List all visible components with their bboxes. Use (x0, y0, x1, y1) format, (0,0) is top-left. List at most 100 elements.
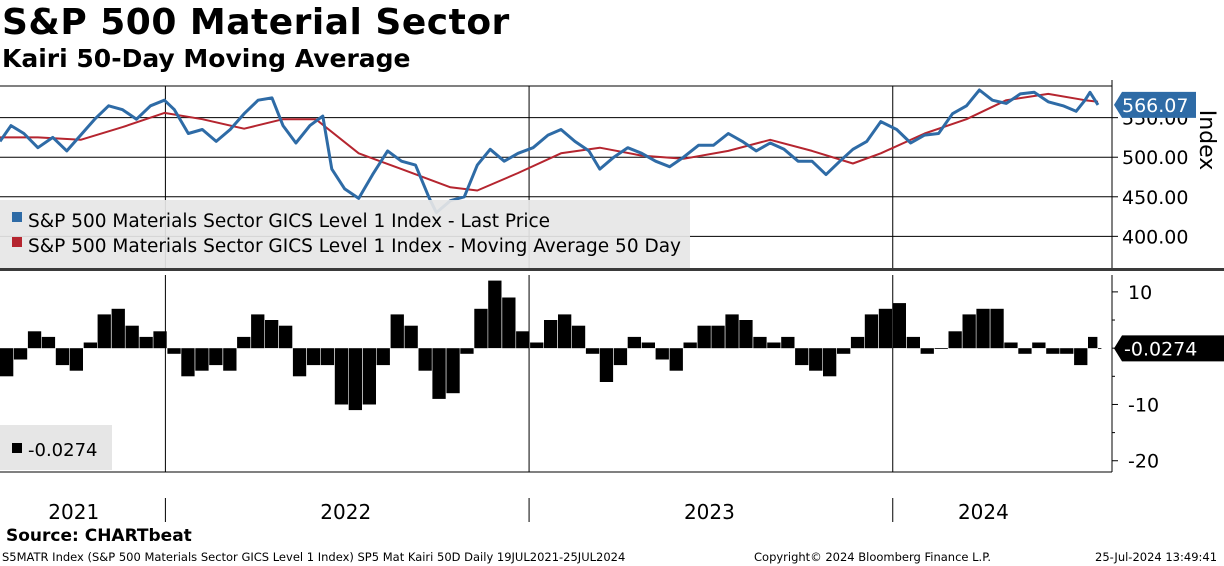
lower-legend-entry: -0.0274 (28, 440, 97, 461)
x-year-label: 2023 (684, 500, 735, 524)
kairi-bar (558, 314, 572, 349)
kairi-bar (683, 342, 697, 349)
kairi-bar (153, 331, 167, 349)
kairi-bar (823, 348, 837, 377)
kairi-bar (892, 303, 906, 349)
kairi-bar (362, 348, 376, 405)
kairi-bar (948, 331, 962, 349)
kairi-bar (990, 308, 1004, 349)
upper-y-axis-title: Index (1194, 110, 1219, 171)
kairi-bar (320, 348, 335, 366)
kairi-bar (223, 348, 237, 371)
kairi-bar (55, 348, 70, 366)
kairi-bar (795, 348, 809, 366)
kairi-bar (571, 325, 586, 349)
kairi-bar (1032, 342, 1046, 349)
lower-y-tick-label: -20 (1128, 451, 1159, 473)
kairi-bar (809, 348, 823, 371)
kairi-bar (739, 320, 753, 349)
kairi-bar (181, 348, 195, 377)
kairi-bar (237, 336, 251, 349)
kairi-bar (934, 348, 948, 349)
kairi-bar (167, 348, 181, 354)
kairi-bar (306, 348, 321, 366)
legend-swatch-price (12, 212, 22, 222)
lower-y-tick-label: 10 (1128, 282, 1152, 304)
kairi-bar (1060, 348, 1074, 354)
kairi-bar (195, 348, 209, 371)
kairi-bar (111, 308, 125, 349)
lower-legend-swatch (12, 443, 22, 453)
lower-y-tick-label: -10 (1128, 394, 1159, 416)
kairi-bar (404, 325, 418, 349)
kairi-bar (125, 325, 139, 349)
kairi-bar (544, 320, 558, 349)
kairi-bar (13, 348, 28, 360)
kairi-bar (585, 348, 600, 354)
x-year-label: 2024 (958, 500, 1009, 524)
kairi-bar (920, 348, 934, 354)
kairi-bar (265, 320, 279, 349)
kairi-bar (446, 348, 460, 394)
kairi-bar (711, 325, 725, 349)
x-year-label: 2021 (48, 500, 99, 524)
kairi-bar (1098, 348, 1102, 349)
x-year-label: 2022 (320, 500, 371, 524)
kairi-bar (627, 336, 641, 349)
kairi-bar (976, 308, 990, 349)
last-price-tag (1114, 91, 1196, 118)
kairi-bar (390, 314, 404, 349)
kairi-bar (850, 336, 865, 349)
chart-title: S&P 500 Material Sector (2, 2, 510, 43)
kairi-bar (906, 336, 920, 349)
kairi-value-tag-label: -0.0274 (1124, 338, 1197, 360)
kairi-bar (27, 331, 42, 349)
kairi-bar (1004, 342, 1018, 349)
source-label: Source: CHARTbeat (6, 526, 192, 546)
moving-average-line (0, 92, 1099, 192)
kairi-bar (725, 314, 739, 349)
kairi-bar (139, 336, 153, 349)
last-price-tag-label: 566.07 (1122, 95, 1188, 117)
kairi-bar (1046, 348, 1060, 354)
kairi-bar (1018, 348, 1032, 354)
kairi-bar (1088, 336, 1098, 349)
kairi-bar (348, 348, 362, 411)
kairi-value-tag (1114, 335, 1224, 362)
kairi-bar (334, 348, 349, 405)
kairi-bar (655, 348, 669, 360)
kairi-bar (753, 336, 767, 349)
kairi-bar (474, 308, 488, 349)
legend-entry-ma: S&P 500 Materials Sector GICS Level 1 In… (28, 236, 681, 257)
chart-subtitle: Kairi 50-Day Moving Average (2, 44, 411, 73)
upper-y-tick-label: 450.00 (1122, 187, 1188, 209)
kairi-bar (878, 308, 893, 349)
kairi-bar (697, 325, 711, 349)
last-price-line (0, 88, 1100, 215)
upper-y-tick-label: 500.00 (1122, 147, 1188, 169)
kairi-bar (767, 342, 781, 349)
kairi-bar (488, 280, 502, 349)
kairi-bar (599, 348, 614, 382)
footer-copyright: Copyright© 2024 Bloomberg Finance L.P. (754, 550, 991, 564)
kairi-bar (418, 348, 432, 371)
kairi-bar (613, 348, 628, 366)
kairi-bar (376, 348, 390, 366)
upper-legend-box (0, 200, 690, 268)
kairi-bar (460, 348, 474, 354)
kairi-bar (279, 325, 293, 349)
kairi-bar (502, 297, 516, 349)
kairi-bar (432, 348, 446, 399)
panel-divider (0, 268, 1224, 271)
footer-index-description: S5MATR Index (S&P 500 Materials Sector G… (2, 550, 626, 564)
kairi-bar (209, 348, 223, 366)
kairi-bar (1074, 348, 1088, 366)
legend-swatch-ma (12, 237, 22, 247)
kairi-bar (41, 336, 56, 349)
kairi-bar (69, 348, 83, 371)
upper-y-tick-label: 400.00 (1122, 226, 1188, 248)
kairi-bar (837, 348, 851, 354)
kairi-bar (781, 336, 795, 349)
kairi-bar (516, 331, 530, 349)
